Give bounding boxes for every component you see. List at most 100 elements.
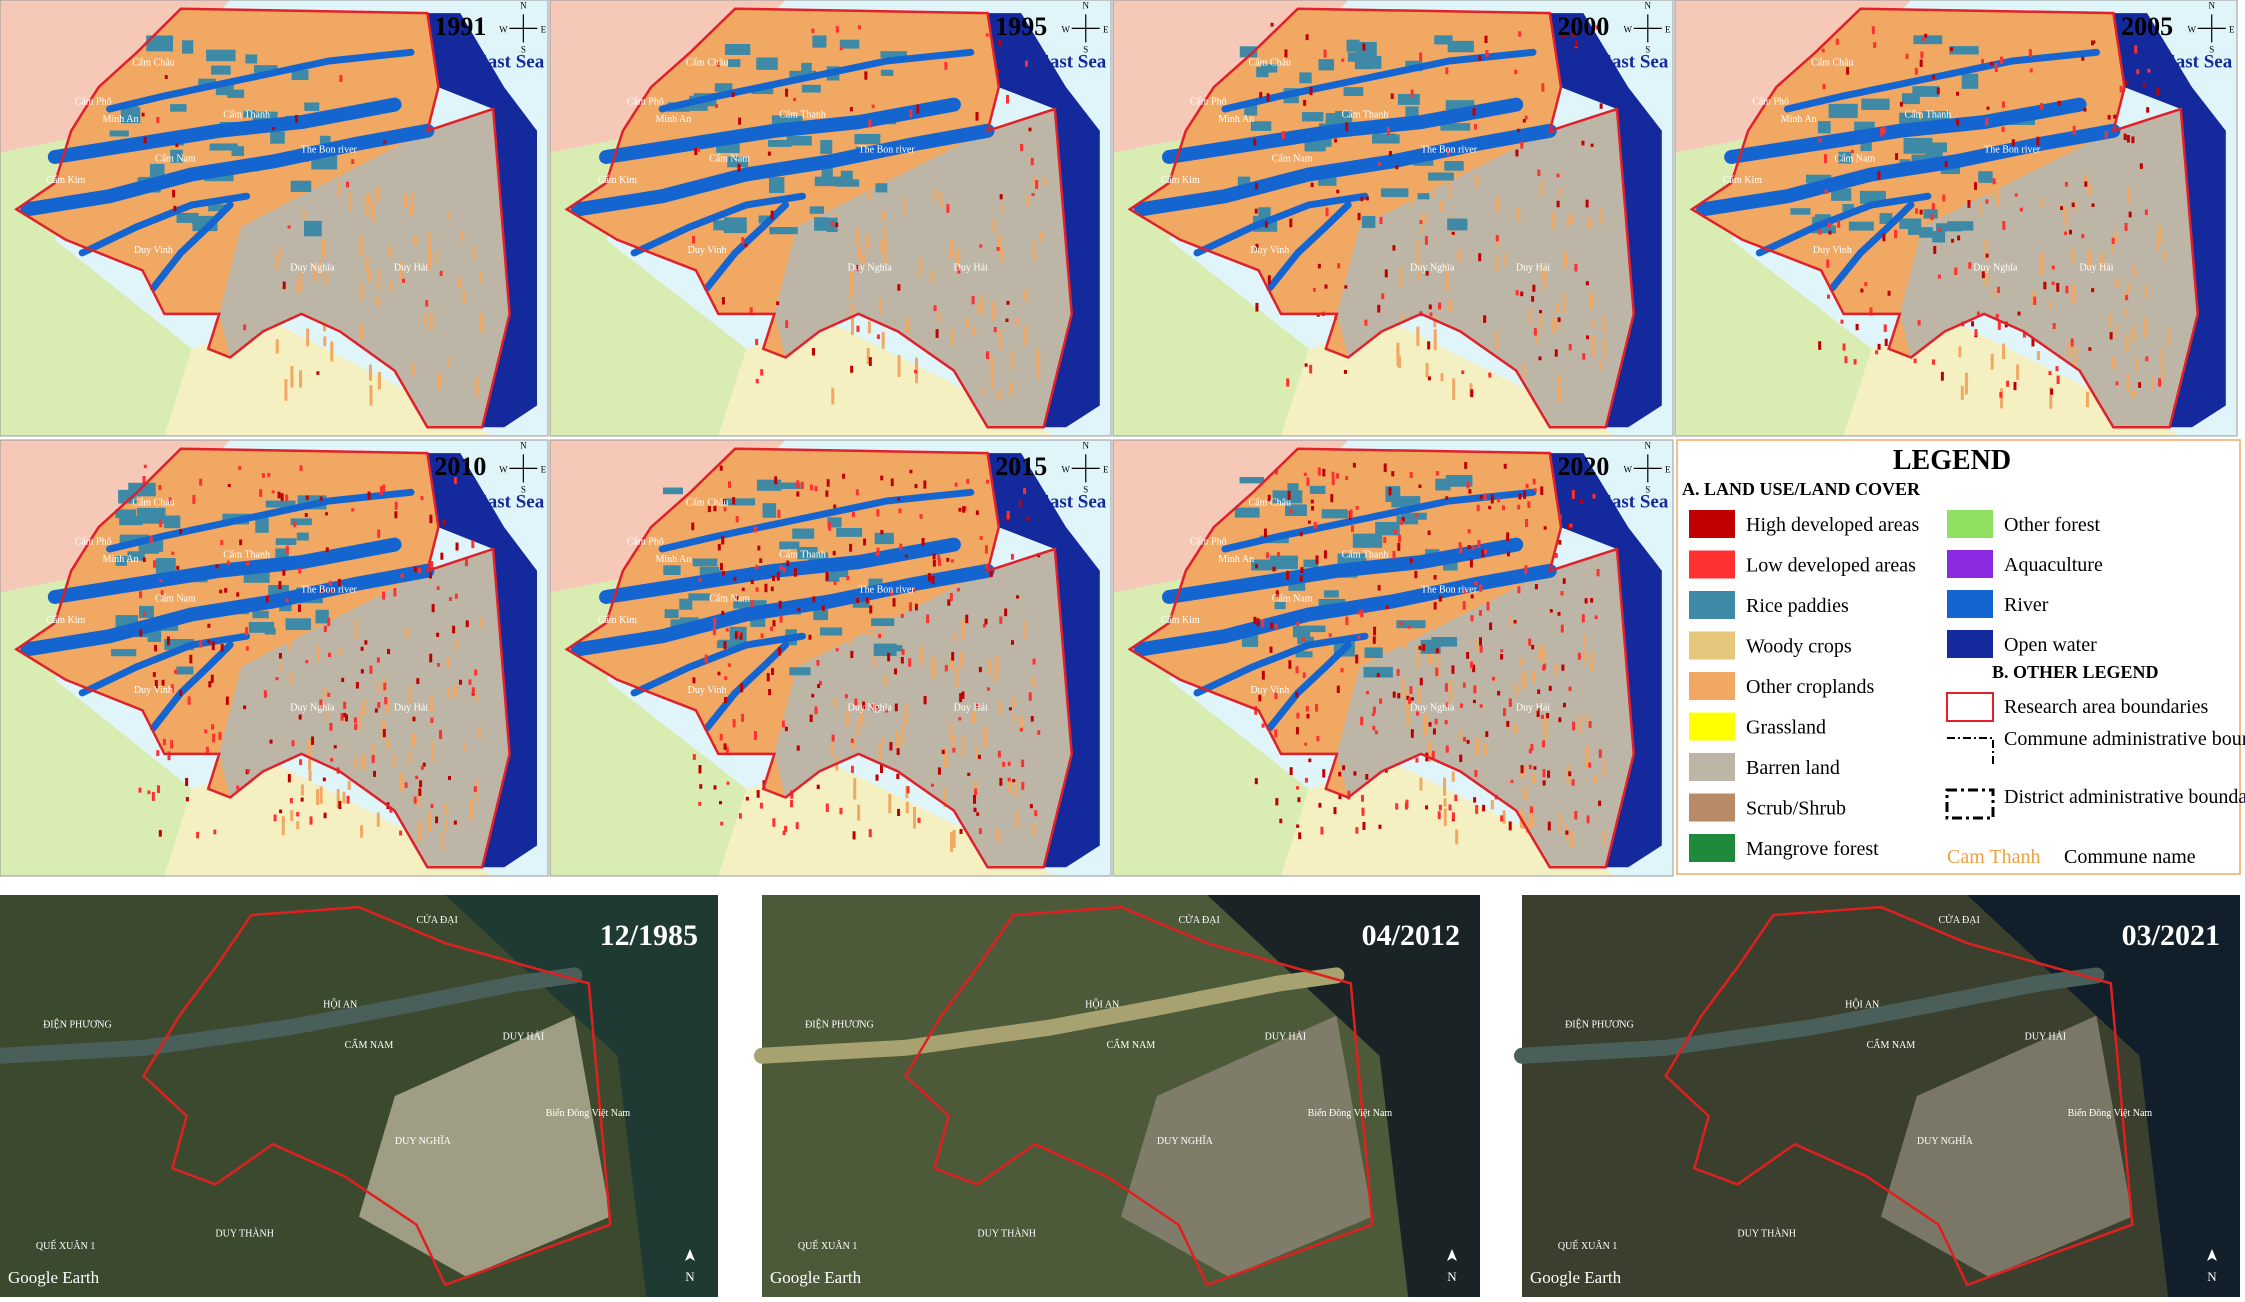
cropland-patch xyxy=(1985,269,1989,287)
cropland-patch xyxy=(479,616,483,627)
developed-patch xyxy=(1971,321,1975,327)
developed-patch xyxy=(1345,616,1349,626)
developed-patch xyxy=(1522,118,1526,123)
developed-patch xyxy=(1469,559,1473,568)
rice-patch xyxy=(164,638,195,651)
developed-patch xyxy=(156,750,160,757)
developed-patch xyxy=(932,559,936,567)
developed-patch xyxy=(1497,690,1501,696)
legend-swatch xyxy=(1947,510,1993,538)
rice-patch xyxy=(1828,103,1858,119)
developed-patch xyxy=(1394,530,1398,535)
developed-patch xyxy=(1384,269,1388,278)
rice-patch xyxy=(827,517,842,528)
developed-patch xyxy=(975,510,979,515)
commune-label: The Bon river xyxy=(859,585,916,596)
rice-patch xyxy=(1354,60,1373,70)
developed-patch xyxy=(1538,356,1542,361)
developed-patch xyxy=(926,614,930,624)
developed-patch xyxy=(724,676,728,681)
commune-label: Cẩm Phô xyxy=(1190,97,1227,108)
developed-patch xyxy=(1887,290,1891,296)
developed-patch xyxy=(1338,794,1342,800)
developed-patch xyxy=(2111,237,2115,244)
developed-patch xyxy=(1302,672,1306,678)
commune-label: Duy Vinh xyxy=(688,245,727,256)
developed-patch xyxy=(287,774,291,783)
land-south xyxy=(164,322,494,436)
rice-patch xyxy=(1297,636,1314,645)
developed-patch xyxy=(1016,595,1020,599)
developed-patch xyxy=(1508,698,1512,707)
developed-patch xyxy=(713,617,717,627)
developed-patch xyxy=(1325,207,1329,217)
developed-patch xyxy=(1503,463,1507,469)
north-arrow xyxy=(685,1249,695,1261)
developed-patch xyxy=(418,788,422,796)
cropland-patch xyxy=(318,260,322,278)
developed-patch xyxy=(161,679,165,686)
developed-patch xyxy=(419,780,423,788)
developed-patch xyxy=(1304,742,1308,746)
cropland-patch xyxy=(1603,337,1607,358)
cropland-patch xyxy=(895,731,899,749)
rice-patch xyxy=(819,627,843,636)
developed-patch xyxy=(287,225,291,229)
cropland-patch xyxy=(324,271,328,287)
satellite-sea xyxy=(1967,895,2240,1297)
developed-patch xyxy=(961,691,965,699)
developed-patch xyxy=(1021,759,1025,768)
cropland-patch xyxy=(1992,288,1996,297)
rice-patch xyxy=(724,44,751,55)
cropland-patch xyxy=(2158,226,2162,243)
developed-patch xyxy=(1542,665,1546,671)
developed-patch xyxy=(394,511,398,519)
rice-patch xyxy=(1301,112,1324,122)
cropland-patch xyxy=(291,189,295,200)
river xyxy=(1221,488,1537,553)
developed-patch xyxy=(1379,216,1383,225)
cropland-patch xyxy=(418,821,422,841)
developed-patch xyxy=(319,699,323,709)
rice-patch xyxy=(1831,188,1852,201)
developed-patch xyxy=(1414,513,1418,517)
developed-patch xyxy=(718,801,722,805)
cropland-patch xyxy=(883,226,887,249)
developed-patch xyxy=(1371,713,1375,717)
developed-patch xyxy=(453,477,457,484)
developed-patch xyxy=(1954,267,1958,276)
developed-patch xyxy=(207,639,211,644)
cropland-patch xyxy=(1543,272,1547,291)
developed-patch xyxy=(1837,220,1841,228)
developed-patch xyxy=(890,478,894,487)
developed-patch xyxy=(1485,50,1489,58)
rice-patch xyxy=(1391,496,1421,508)
compass-cross xyxy=(1633,14,1662,43)
developed-patch xyxy=(213,829,217,835)
compass-letter: W xyxy=(1062,464,1071,474)
rice-patch xyxy=(692,558,718,567)
land-south xyxy=(718,322,1055,436)
developed-patch xyxy=(382,484,386,492)
developed-patch xyxy=(1261,723,1265,728)
developed-patch xyxy=(340,712,344,721)
developed-patch xyxy=(1846,67,1850,75)
cropland-patch xyxy=(1589,292,1593,309)
cropland-patch xyxy=(1452,378,1456,400)
developed-patch xyxy=(1025,60,1029,67)
developed-patch xyxy=(900,613,904,618)
developed-patch xyxy=(1506,532,1510,542)
river xyxy=(1783,48,2100,113)
commune-label: Duy Hải xyxy=(2079,262,2113,273)
cropland-patch xyxy=(1425,363,1429,378)
developed-patch xyxy=(735,516,739,523)
developed-patch xyxy=(311,736,315,745)
rice-patch xyxy=(758,215,772,224)
rice-patch xyxy=(714,83,733,92)
developed-patch xyxy=(1590,143,1594,147)
developed-patch xyxy=(453,820,457,825)
cropland-patch xyxy=(470,800,474,820)
developed-patch xyxy=(1506,551,1510,557)
commune-label: The Bon river xyxy=(1421,145,1478,156)
developed-patch xyxy=(989,569,993,578)
